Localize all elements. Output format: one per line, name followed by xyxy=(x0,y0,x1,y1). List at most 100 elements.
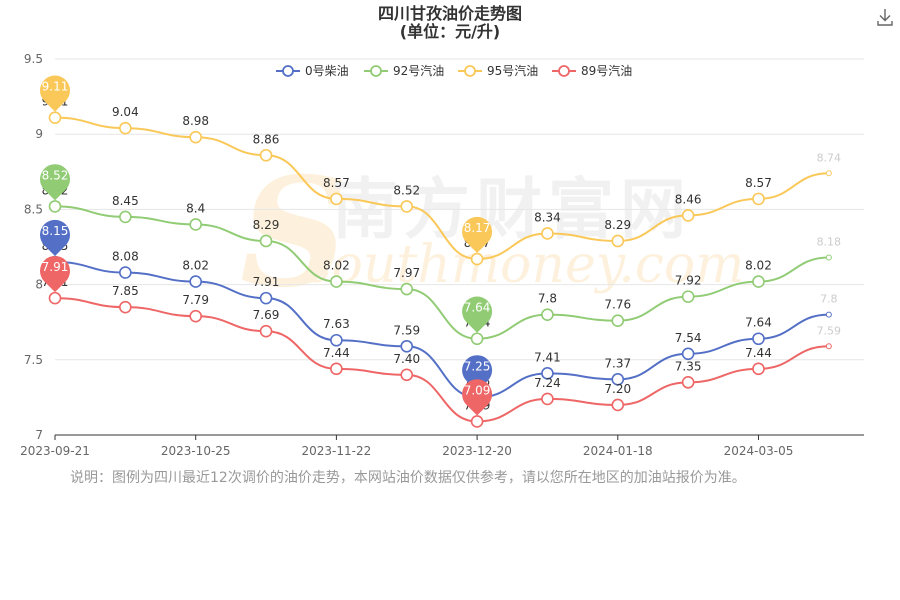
y-tick-label: 7.5 xyxy=(24,353,43,367)
marker-pin-shape xyxy=(40,219,70,257)
data-point xyxy=(825,254,832,261)
data-label: 7.44 xyxy=(323,346,350,360)
data-point xyxy=(259,148,273,162)
x-tick-label: 2024-03-05 xyxy=(724,444,794,458)
legend-item-1[interactable]: 92号汽油 xyxy=(364,63,444,78)
legend-symbol xyxy=(558,65,570,77)
extreme-markers: 8.15 7.25 8.52 7.64 9.11 8.17 7.91 7.09 xyxy=(40,75,493,416)
data-point xyxy=(330,362,343,376)
data-point xyxy=(541,392,554,406)
marker-pin-label: 7.09 xyxy=(464,383,491,397)
data-label: 7.97 xyxy=(393,266,420,280)
data-point xyxy=(825,311,832,318)
data-point xyxy=(119,300,132,314)
data-point xyxy=(48,111,62,124)
data-point xyxy=(681,347,695,361)
legend-item-2[interactable]: 95号汽油 xyxy=(458,63,538,78)
max-marker-3: 7.91 xyxy=(40,255,70,293)
data-point xyxy=(541,308,554,321)
data-label: 8.02 xyxy=(745,259,772,273)
data-point xyxy=(400,368,414,382)
legend-symbol xyxy=(282,65,294,77)
data-point xyxy=(541,367,554,380)
chart-title: 四川甘孜油价走势图 xyxy=(377,4,522,23)
data-point xyxy=(189,218,202,231)
axes: 7 7.5 8 8.5 9 9.5 2023-09-21 2023-10-25 2023-11-… xyxy=(20,52,864,458)
data-label: 7.85 xyxy=(112,284,139,298)
legend-label: 0号柴油 xyxy=(305,64,349,78)
max-marker-1: 8.52 xyxy=(40,164,70,201)
data-point xyxy=(611,398,625,412)
data-labels: 8.15 8.08 8.02 7.91 7.63 7.59 7.25 7.41 7.37 7.54… xyxy=(42,95,841,413)
data-point xyxy=(825,170,832,177)
marker-pin-shape xyxy=(40,75,70,112)
data-point xyxy=(611,314,625,327)
data-point xyxy=(400,200,414,213)
series-points xyxy=(48,111,832,428)
marker-pin-label: 7.64 xyxy=(464,301,491,315)
marker-pin-label: 8.52 xyxy=(42,168,69,182)
data-label: 8.34 xyxy=(534,210,561,224)
legend[interactable]: 0号柴油 92号汽油 95号汽油 89号汽油 xyxy=(276,63,632,78)
data-label: 7.91 xyxy=(253,275,280,289)
data-point xyxy=(825,343,832,350)
marker-pin-shape xyxy=(462,296,493,333)
data-point xyxy=(189,130,202,144)
data-label: 8.4 xyxy=(186,201,205,215)
watermark: S 南方财富网 southmoney.com xyxy=(240,145,745,321)
data-point xyxy=(470,252,484,266)
x-tick-label: 2023-12-20 xyxy=(442,444,512,458)
data-label: 7.20 xyxy=(604,382,631,396)
data-point xyxy=(189,275,202,288)
data-point xyxy=(48,200,62,213)
marker-pin-label: 8.15 xyxy=(42,224,69,238)
data-point xyxy=(470,415,484,428)
data-point xyxy=(330,192,343,206)
legend-label: 95号汽油 xyxy=(487,63,538,78)
data-point xyxy=(752,332,765,346)
data-label: 8.52 xyxy=(393,183,420,197)
data-point xyxy=(752,362,765,376)
data-label: 8.02 xyxy=(323,259,350,273)
data-point xyxy=(541,227,554,240)
data-label: 7.44 xyxy=(745,346,772,360)
download-icon[interactable] xyxy=(874,6,896,28)
data-point xyxy=(681,209,695,222)
x-tick-label: 2024-01-18 xyxy=(583,444,653,458)
data-label: 8.57 xyxy=(745,176,772,190)
data-label: 8.98 xyxy=(182,114,209,128)
data-label: 7.79 xyxy=(182,293,209,307)
data-point xyxy=(681,376,695,389)
y-tick-label: 8 xyxy=(35,278,43,292)
y-tick-label: 9 xyxy=(35,127,43,141)
min-marker-2: 8.17 xyxy=(462,216,493,254)
x-tick-label: 2023-09-21 xyxy=(20,444,90,458)
data-label: 8.57 xyxy=(323,176,350,190)
legend-item-3[interactable]: 89号汽油 xyxy=(552,63,632,78)
data-label: 8.45 xyxy=(112,194,139,208)
data-label: 8.18 xyxy=(817,236,842,249)
marker-pin-label: 7.91 xyxy=(42,260,69,274)
data-point xyxy=(752,192,765,206)
legend-item-0[interactable]: 0号柴油 xyxy=(276,64,349,78)
x-tick-label: 2023-10-25 xyxy=(161,444,231,458)
max-marker-0: 8.15 xyxy=(40,219,70,257)
marker-pin-label: 8.17 xyxy=(464,221,491,235)
data-point xyxy=(611,234,625,248)
legend-label: 92号汽油 xyxy=(393,63,444,78)
data-point xyxy=(48,291,62,305)
marker-pin-shape xyxy=(462,379,493,416)
marker-pin-label: 9.11 xyxy=(42,80,69,94)
data-point xyxy=(259,291,273,305)
legend-symbol xyxy=(464,65,476,77)
data-point xyxy=(330,275,343,288)
data-label: 7.8 xyxy=(820,293,838,306)
data-label: 8.29 xyxy=(253,218,280,232)
legend-symbol xyxy=(370,65,382,77)
data-point xyxy=(470,332,484,346)
legend-label: 89号汽油 xyxy=(581,63,632,78)
data-label: 8.29 xyxy=(604,218,631,232)
data-point xyxy=(752,275,765,288)
data-label: 7.35 xyxy=(675,359,702,373)
